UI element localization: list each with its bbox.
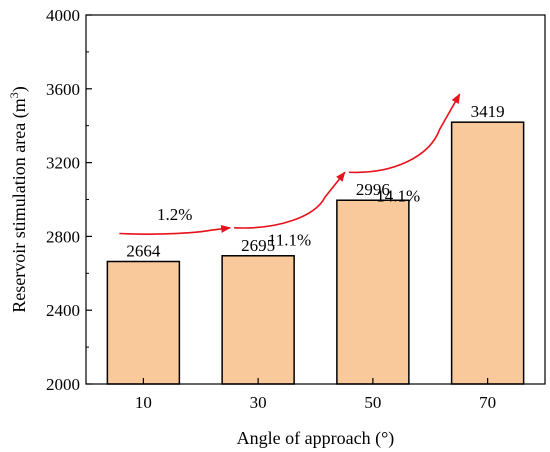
x-axis: 10 30 50 70 [135, 378, 496, 412]
y-tick-label-3200: 3200 [46, 154, 80, 173]
bars-layer [106, 121, 525, 385]
y-axis: 2000 2400 2800 3200 3600 4000 [46, 6, 92, 394]
y-tick-label-3600: 3600 [46, 80, 80, 99]
growth-label-3: 14.1% [376, 186, 420, 205]
y-tick-label-2400: 2400 [46, 301, 80, 320]
data-label-70: 3419 [471, 102, 505, 121]
growth-arrow-3 [348, 93, 461, 174]
bar-30 [221, 255, 295, 385]
x-tick-label-30: 30 [250, 393, 267, 412]
x-axis-label: Angle of approach (°) [237, 428, 395, 449]
growth-label-2: 11.1% [268, 231, 311, 250]
data-label-50: 2996 [356, 180, 390, 199]
bar-50 [336, 199, 410, 385]
x-tick-label-50: 50 [364, 393, 381, 412]
y-axis-label-superscript: 3 [7, 92, 21, 98]
bar-70 [450, 121, 525, 385]
y-axis-label: Reservoir stimulation area (m3) [7, 86, 30, 312]
growth-label-1: 1.2% [157, 205, 192, 224]
y-tick-label-2000: 2000 [46, 375, 80, 394]
data-labels-layer: 2664 2695 2996 3419 [126, 102, 504, 260]
growth-arrow-2 [234, 171, 346, 229]
data-label-30: 2695 [241, 236, 275, 255]
growth-arrows-layer: 1.2% 11.1% 14.1% [119, 93, 461, 250]
growth-arrow-1 [119, 224, 232, 235]
bar-10 [106, 260, 181, 385]
x-tick-label-10: 10 [135, 393, 152, 412]
data-label-10: 2664 [126, 241, 161, 260]
x-tick-label-70: 70 [479, 393, 496, 412]
y-tick-label-2800: 2800 [46, 227, 80, 246]
y-tick-label-4000: 4000 [46, 6, 80, 25]
